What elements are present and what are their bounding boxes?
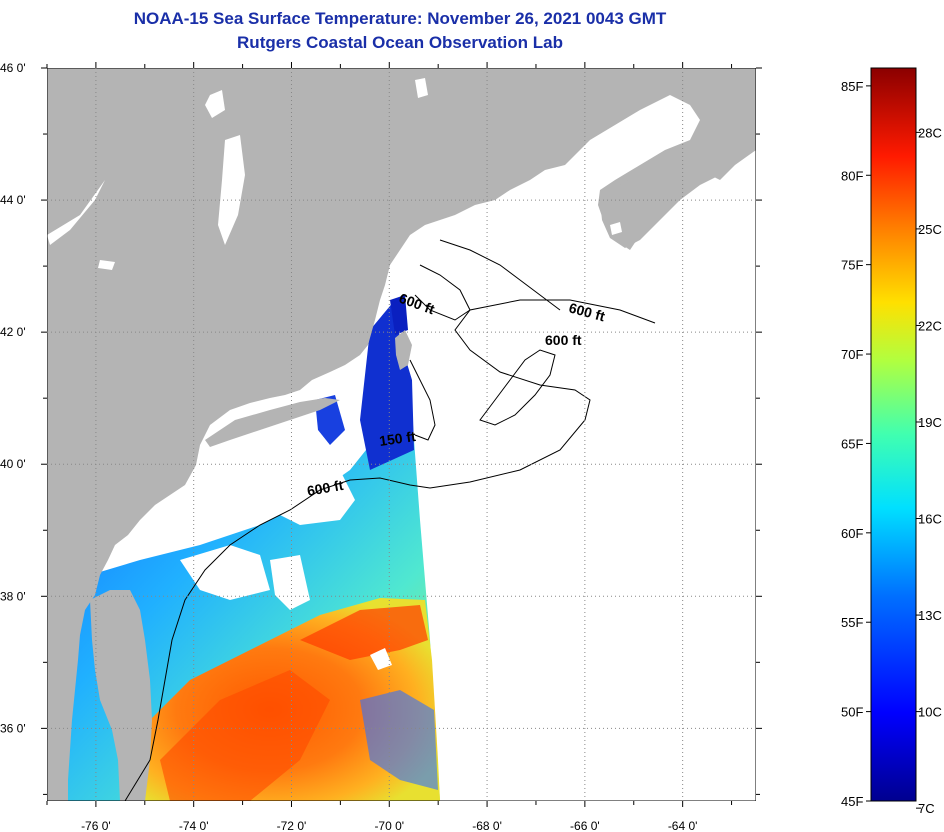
lon-label: -72 0' — [277, 819, 307, 832]
colorbar-f-label: 60F — [841, 526, 863, 541]
lon-label: -66 0' — [570, 819, 600, 832]
colorbar-f-label: 70F — [841, 347, 863, 362]
colorbar-c-label: 22C — [918, 318, 942, 333]
colorbar-f-label: 55F — [841, 615, 863, 630]
contour-label: 150 ft — [378, 428, 417, 449]
land — [47, 68, 756, 801]
colorbar-c-label: 25C — [918, 222, 942, 237]
lat-label: 36 0' — [0, 721, 26, 735]
contour-label: 600 ft — [545, 332, 582, 348]
map-subtitle: Rutgers Coastal Ocean Observation Lab — [237, 33, 563, 52]
map-axes: 46 0' 44 0' 42 0' 40 0' 38 0' 36 0' -76 0' -74 … — [0, 61, 762, 832]
map-title: NOAA-15 Sea Surface Temperature: Novembe… — [133, 9, 667, 28]
colorbar-c-label: 7C — [918, 801, 935, 816]
lon-label: -76 0' — [81, 819, 111, 832]
colorbar-f-label: 50F — [841, 705, 863, 720]
colorbar-f-label: 65F — [841, 436, 863, 451]
colorbar-c-label: 13C — [918, 608, 942, 623]
lat-label: 46 0' — [0, 61, 26, 75]
lon-label: -64 0' — [668, 819, 698, 832]
lat-label: 44 0' — [0, 193, 26, 207]
colorbar: 85F 80F 75F 70F 65F 60F 55F 50F 45F 28C 25C 22C 19C 1… — [841, 67, 942, 816]
colorbar-f-label: 85F — [841, 79, 863, 94]
lon-label: -70 0' — [374, 819, 404, 832]
land-cloud-patches — [47, 78, 622, 270]
lon-label: -74 0' — [179, 819, 209, 832]
colorbar-scale — [870, 67, 917, 802]
bathymetry-contours — [124, 239, 656, 801]
colorbar-f-label: 80F — [841, 168, 863, 183]
colorbar-c-label: 28C — [918, 125, 942, 140]
colorbar-f-label: 75F — [841, 258, 863, 273]
colorbar-c-label: 16C — [918, 512, 942, 527]
lon-label: -68 0' — [472, 819, 502, 832]
colorbar-c-label: 10C — [918, 705, 942, 720]
contour-label: 600 ft — [306, 477, 345, 499]
lat-label: 40 0' — [0, 457, 26, 471]
map-area: 600 ft 600 ft 600 ft 150 ft 600 ft — [47, 68, 756, 801]
lat-label: 38 0' — [0, 589, 26, 603]
colorbar-labels: 85F 80F 75F 70F 65F 60F 55F 50F 45F 28C 25C 22C 19C 1… — [841, 79, 942, 816]
lat-label: 42 0' — [0, 325, 26, 339]
colorbar-c-label: 19C — [918, 415, 942, 430]
colorbar-f-label: 45F — [841, 794, 863, 809]
